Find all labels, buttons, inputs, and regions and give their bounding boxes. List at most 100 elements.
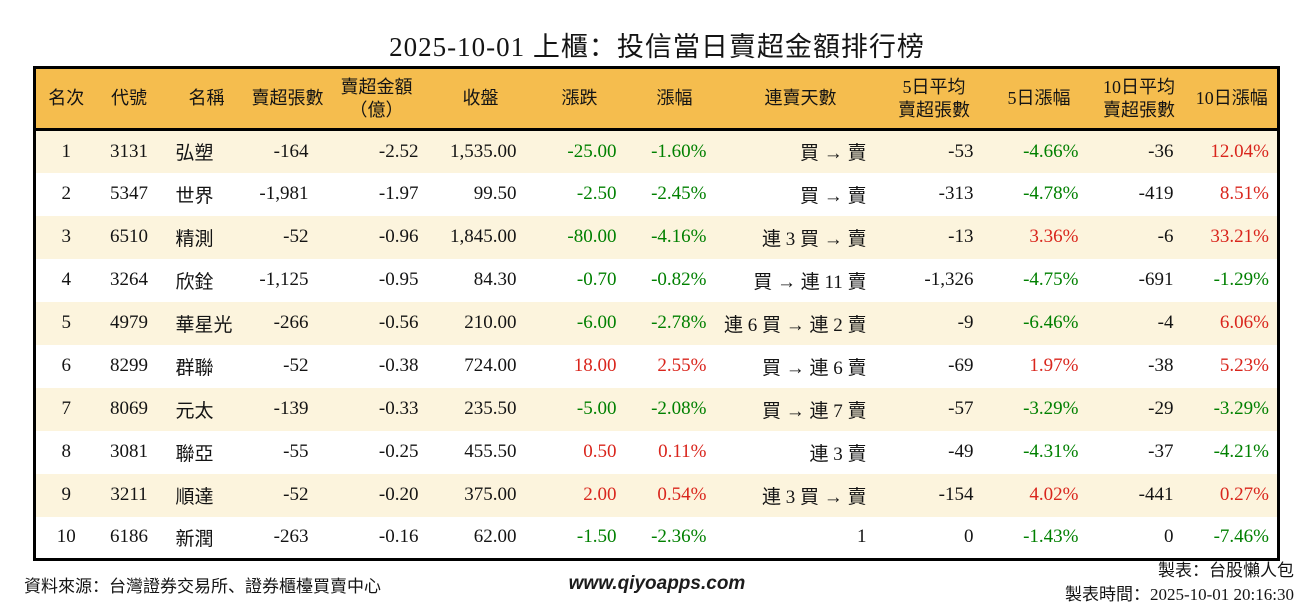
cell-streak: 買 → 連 7 賣 xyxy=(761,400,867,422)
cell-avg5-shares: -49 xyxy=(948,441,974,462)
cell-chg5-pct: 3.36% xyxy=(1029,226,1079,247)
cell-close: 455.50 xyxy=(464,441,517,462)
cell-name: 精測 xyxy=(175,228,214,250)
header-line: 連賣天數 xyxy=(764,88,837,108)
header-line: 5日漲幅 xyxy=(1007,88,1071,108)
cell-sell-amount: -0.96 xyxy=(378,226,419,247)
col-header-change-pct: 漲幅 xyxy=(629,67,720,131)
cell-change: -6.00 xyxy=(576,312,617,333)
cell-chg10-pct: -3.29% xyxy=(1213,398,1269,419)
cell-close: 84.30 xyxy=(473,269,517,290)
cell-name: 欣銓 xyxy=(175,271,214,293)
header-line: 代號 xyxy=(111,88,147,108)
cell-rank: 9 xyxy=(61,484,72,505)
cell-rank: 3 xyxy=(61,226,72,247)
cell-change-pct: -0.82% xyxy=(651,269,707,290)
cell-change-pct: -2.08% xyxy=(651,398,707,419)
cell-sell-amount: -2.52 xyxy=(378,140,419,162)
cell-avg10-shares: -441 xyxy=(1138,484,1174,505)
cell-code: 8299 xyxy=(110,355,148,376)
cell-avg10-shares: -6 xyxy=(1157,226,1174,247)
table-row: 8 3081 聯亞 -55 -0.25 455.50 0.50 0.11% 連 … xyxy=(35,431,1279,474)
col-header-chg5-pct: 5日漲幅 xyxy=(986,67,1092,131)
cell-streak: 買 → 賣 xyxy=(799,143,867,165)
cell-change: -0.70 xyxy=(576,269,617,290)
cell-rank: 5 xyxy=(61,312,72,333)
cell-chg10-pct: 6.06% xyxy=(1219,312,1269,333)
header-line: 賣超張數 xyxy=(898,99,970,120)
cell-streak: 連 3 賣 xyxy=(809,443,867,465)
header-line: 5日平均 xyxy=(902,76,966,97)
cell-chg5-pct: -4.75% xyxy=(1023,269,1079,290)
cell-streak: 連 3 買 → 賣 xyxy=(761,228,867,250)
cell-sell-shares: -263 xyxy=(273,526,309,548)
cell-sell-amount: -0.56 xyxy=(378,312,419,333)
cell-avg5-shares: -1,326 xyxy=(924,269,974,290)
col-header-rank: 名次 xyxy=(34,67,97,131)
cell-change-pct: -4.16% xyxy=(651,226,707,247)
page-title: 2025-10-01 上櫃：投信當日賣超金額排行榜 xyxy=(389,32,925,62)
cell-sell-shares: -1,981 xyxy=(259,183,309,204)
cell-avg10-shares: -29 xyxy=(1148,398,1174,419)
cell-chg10-pct: -7.46% xyxy=(1213,526,1269,548)
cell-avg5-shares: -9 xyxy=(957,312,974,333)
cell-avg10-shares: -691 xyxy=(1138,269,1174,290)
cell-rank: 10 xyxy=(56,526,76,548)
cell-chg5-pct: -3.29% xyxy=(1023,398,1079,419)
cell-avg10-shares: -4 xyxy=(1157,312,1174,333)
cell-avg10-shares: -419 xyxy=(1138,183,1174,204)
cell-streak: 1 xyxy=(857,526,867,548)
col-header-change: 漲跌 xyxy=(529,67,630,131)
cell-chg5-pct: -4.78% xyxy=(1023,183,1079,204)
cell-code: 6510 xyxy=(110,226,148,247)
cell-code: 3264 xyxy=(110,269,148,290)
cell-sell-amount: -1.97 xyxy=(378,183,419,204)
cell-sell-shares: -55 xyxy=(283,441,309,462)
header-line: 10日平均 xyxy=(1103,76,1175,97)
header-line: 10日漲幅 xyxy=(1195,88,1268,108)
cell-change: 0.50 xyxy=(583,441,617,462)
cell-streak: 買 → 賣 xyxy=(799,185,867,207)
cell-name: 世界 xyxy=(175,185,214,207)
cell-avg10-shares: -37 xyxy=(1148,441,1174,462)
cell-rank: 8 xyxy=(61,441,72,462)
col-header-sell-shares: 賣超張數 xyxy=(251,67,324,131)
cell-code: 3081 xyxy=(110,441,148,462)
cell-rank: 6 xyxy=(61,355,72,376)
cell-sell-amount: -0.20 xyxy=(378,484,419,505)
cell-code: 4979 xyxy=(110,312,148,333)
cell-avg5-shares: -57 xyxy=(948,398,974,419)
made-by-text: 製表：台股懶人包 xyxy=(1158,561,1294,580)
cell-chg5-pct: -4.31% xyxy=(1023,441,1079,462)
col-header-chg10-pct: 10日漲幅 xyxy=(1186,67,1279,131)
header-line: 漲幅 xyxy=(656,88,693,108)
cell-name: 聯亞 xyxy=(175,443,214,465)
cell-close: 724.00 xyxy=(464,355,517,376)
cell-chg10-pct: 33.21% xyxy=(1210,226,1269,247)
cell-change-pct: -1.60% xyxy=(651,140,707,162)
cell-sell-shares: -164 xyxy=(273,140,309,162)
header-line: 賣超張數 xyxy=(251,88,324,108)
cell-avg10-shares: -38 xyxy=(1148,355,1174,376)
cell-change-pct: 0.54% xyxy=(657,484,707,505)
cell-sell-shares: -139 xyxy=(273,398,309,419)
col-header-name: 名稱 xyxy=(161,67,252,131)
cell-chg10-pct: -1.29% xyxy=(1213,269,1269,290)
col-header-sell-amount: 賣超金額 （億） xyxy=(321,67,432,131)
cell-chg5-pct: 4.02% xyxy=(1029,484,1079,505)
cell-close: 235.50 xyxy=(464,398,517,419)
cell-chg5-pct: -1.43% xyxy=(1023,526,1079,548)
cell-avg5-shares: 0 xyxy=(964,526,974,548)
cell-chg10-pct: 0.27% xyxy=(1219,484,1269,505)
cell-close: 210.00 xyxy=(464,312,517,333)
table-row: 2 5347 世界 -1,981 -1.97 99.50 -2.50 -2.45… xyxy=(35,173,1279,216)
header-line: 賣超張數 xyxy=(1103,99,1175,120)
col-header-avg10-shares: 10日平均 賣超張數 xyxy=(1091,67,1187,131)
cell-change: -1.50 xyxy=(576,526,617,548)
cell-chg10-pct: 5.23% xyxy=(1219,355,1269,376)
cell-streak: 連 6 買 → 連 2 賣 xyxy=(723,314,867,336)
cell-avg10-shares: -36 xyxy=(1148,140,1174,162)
website-text: www.qiyoapps.com xyxy=(568,573,746,594)
cell-code: 3131 xyxy=(110,140,148,162)
header-line: （億） xyxy=(349,99,404,120)
